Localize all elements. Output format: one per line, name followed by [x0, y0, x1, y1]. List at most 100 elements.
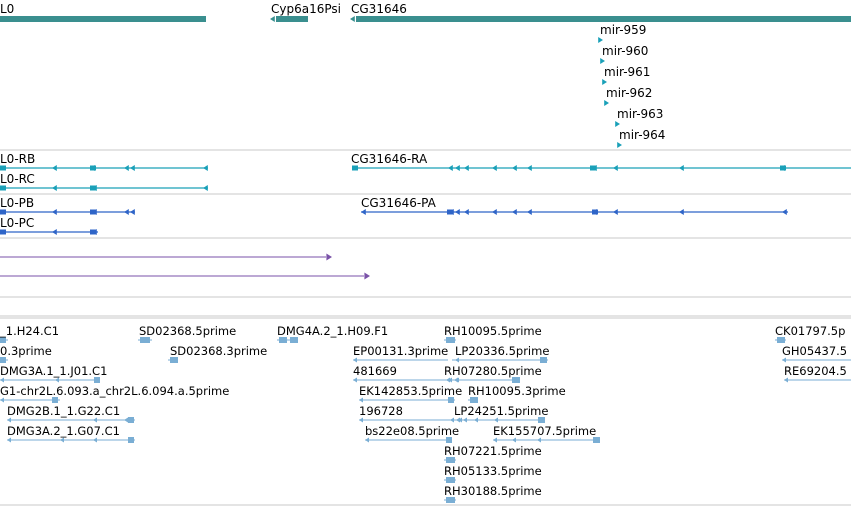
intron-direction-arrow [527, 209, 532, 215]
est-arrow [537, 437, 541, 443]
est-label[interactable]: 481669 [353, 364, 397, 378]
intron-direction-arrow [448, 165, 453, 171]
est-label[interactable]: G1-chr2L.6.093.a_chr2L.6.094.a.5prime [0, 384, 230, 398]
est-arrow [93, 437, 97, 443]
est-label[interactable]: SD02368.3prime [170, 344, 268, 358]
est-label[interactable]: LP24251.5prime [454, 404, 549, 418]
mirna-label[interactable]: mir-960 [602, 44, 649, 58]
mirna-label[interactable]: mir-959 [600, 23, 647, 37]
est-arrow [353, 357, 357, 363]
exon-block [0, 209, 6, 215]
mirna-label[interactable]: mir-963 [617, 107, 664, 121]
protein-label[interactable]: CG31646-PA [361, 196, 436, 210]
est-block [446, 437, 452, 443]
gene-glyph [276, 16, 308, 22]
intron-direction-arrow [203, 165, 208, 171]
mirna-label[interactable]: mir-964 [619, 128, 666, 142]
est-arrow [493, 437, 497, 443]
est-block [540, 357, 547, 363]
intron-direction-arrow [512, 209, 517, 215]
est-label[interactable]: 196728 [359, 404, 403, 418]
est-block [593, 437, 600, 443]
est-arrow [7, 417, 11, 423]
est-label[interactable]: RE69204.5 [784, 364, 847, 378]
mirna-glyph [615, 121, 620, 127]
est-label[interactable]: EK142853.5prime [359, 384, 463, 398]
est-block [777, 337, 785, 343]
intron-direction-arrow [130, 165, 135, 171]
est-label[interactable]: DMG2B.1_1.G22.C1 [7, 404, 121, 418]
intron-direction-arrow [130, 209, 135, 215]
mirna-label[interactable]: mir-961 [604, 65, 651, 79]
est-arrow [365, 437, 369, 443]
est-label[interactable]: CK01797.5p [775, 324, 846, 338]
est-label[interactable]: GH05437.5 [782, 344, 848, 358]
intron-direction-arrow [464, 209, 469, 215]
est-label[interactable]: RH10095.3prime [468, 384, 566, 398]
intron-direction-arrow [512, 165, 517, 171]
intron-direction-arrow [92, 185, 97, 191]
intron-direction-arrow [780, 165, 785, 171]
est-arrow [353, 377, 357, 383]
est-arrow [7, 437, 11, 443]
est-label[interactable]: DMG3A.1_1.J01.C1 [0, 364, 108, 378]
est-label[interactable]: EK155707.5prime [493, 424, 597, 438]
transcript-label[interactable]: CG31646-RA [351, 152, 428, 166]
est-block [446, 497, 455, 503]
est-block [446, 477, 455, 483]
est-block [0, 337, 6, 343]
intron-direction-arrow [592, 209, 597, 215]
est-label[interactable]: _1.H24.C1 [0, 324, 60, 338]
intron-direction-arrow [361, 209, 366, 215]
est-block [448, 397, 454, 403]
est-label[interactable]: RH07280.5prime [444, 364, 542, 378]
est-label[interactable]: RH07221.5prime [444, 444, 542, 458]
gene-label-l0[interactable]: L0 [0, 2, 15, 16]
est-label[interactable]: bs22e08.5prime [365, 424, 460, 438]
intron-direction-arrow [679, 165, 684, 171]
intron-direction-arrow [592, 165, 597, 171]
est-label[interactable]: RH05133.5prime [444, 464, 542, 478]
exon-block [0, 185, 6, 191]
est-label[interactable]: DMG3A.2_1.G07.C1 [7, 424, 120, 438]
intron-direction-arrow [679, 209, 684, 215]
est-arrow [455, 377, 459, 383]
gene-glyph [356, 16, 851, 22]
alignment-end-arrow [326, 253, 332, 261]
intron-direction-arrow [613, 165, 618, 171]
est-label[interactable]: LP20336.5prime [455, 344, 550, 358]
intron-direction-arrow [527, 165, 532, 171]
intron-direction-arrow [52, 229, 57, 235]
protein-label[interactable]: L0-PB [0, 196, 35, 210]
gene-direction-arrow [270, 16, 275, 22]
intron-direction-arrow [52, 209, 57, 215]
intron-direction-arrow [464, 165, 469, 171]
est-label[interactable]: SD02368.5prime [139, 324, 237, 338]
est-block [446, 337, 455, 343]
mirna-label[interactable]: mir-962 [606, 86, 653, 100]
transcript-label[interactable]: L0-RC [0, 172, 35, 186]
mirna-glyph [598, 37, 603, 43]
est-block [128, 417, 134, 423]
est-block [470, 397, 478, 403]
est-label[interactable]: EP00131.3prime [353, 344, 449, 358]
est-arrow [784, 377, 788, 383]
intron-direction-arrow [455, 165, 460, 171]
est-label[interactable]: RH10095.5prime [444, 324, 542, 338]
protein-label[interactable]: L0-PC [0, 216, 35, 230]
est-arrow [512, 437, 516, 443]
est-block [279, 337, 287, 343]
est-label[interactable]: RH30188.5prime [444, 484, 542, 498]
gene-direction-arrow [350, 16, 355, 22]
est-label[interactable]: 0.3prime [0, 344, 52, 358]
est-label[interactable]: DMG4A.2_1.H09.F1 [277, 324, 389, 338]
intron-direction-arrow [124, 209, 129, 215]
transcript-label[interactable]: L0-RB [0, 152, 36, 166]
intron-direction-arrow [52, 165, 57, 171]
intron-direction-arrow [492, 165, 497, 171]
gene-label-cyp6a16psi[interactable]: Cyp6a16Psi [271, 2, 341, 16]
gene-label-cg31646[interactable]: CG31646 [351, 2, 407, 16]
intron-direction-arrow [124, 165, 129, 171]
est-arrow [456, 417, 460, 423]
